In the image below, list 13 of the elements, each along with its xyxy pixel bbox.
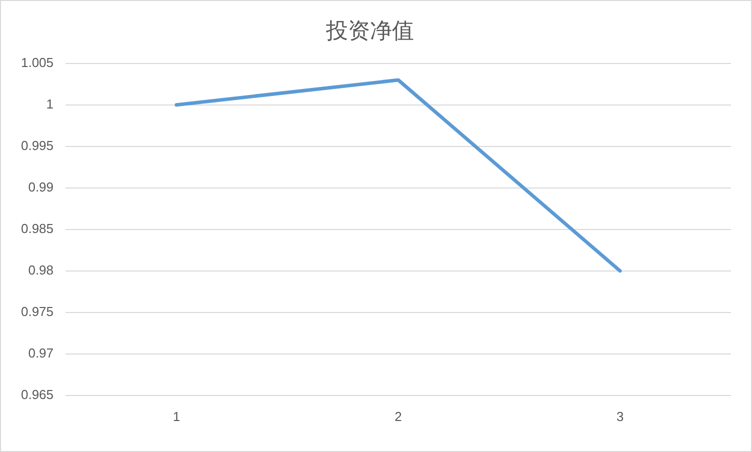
- y-tick-label: 0.975: [20, 304, 54, 319]
- y-tick-label: 1: [46, 96, 54, 112]
- y-tick-label: 0.97: [28, 345, 54, 360]
- x-tick-label: 2: [394, 408, 402, 424]
- y-tick-label: 0.995: [20, 138, 54, 153]
- y-tick-label: 0.985: [20, 220, 54, 236]
- y-tick-label: 1.005: [20, 54, 54, 70]
- y-tick-label: 0.98: [28, 262, 54, 278]
- y-tick-label: 0.99: [28, 179, 54, 194]
- chart-title: 投资净值: [325, 18, 414, 44]
- x-tick-label: 1: [172, 408, 180, 424]
- x-tick-label: 3: [616, 408, 624, 424]
- y-tick-label: 0.965: [20, 386, 54, 402]
